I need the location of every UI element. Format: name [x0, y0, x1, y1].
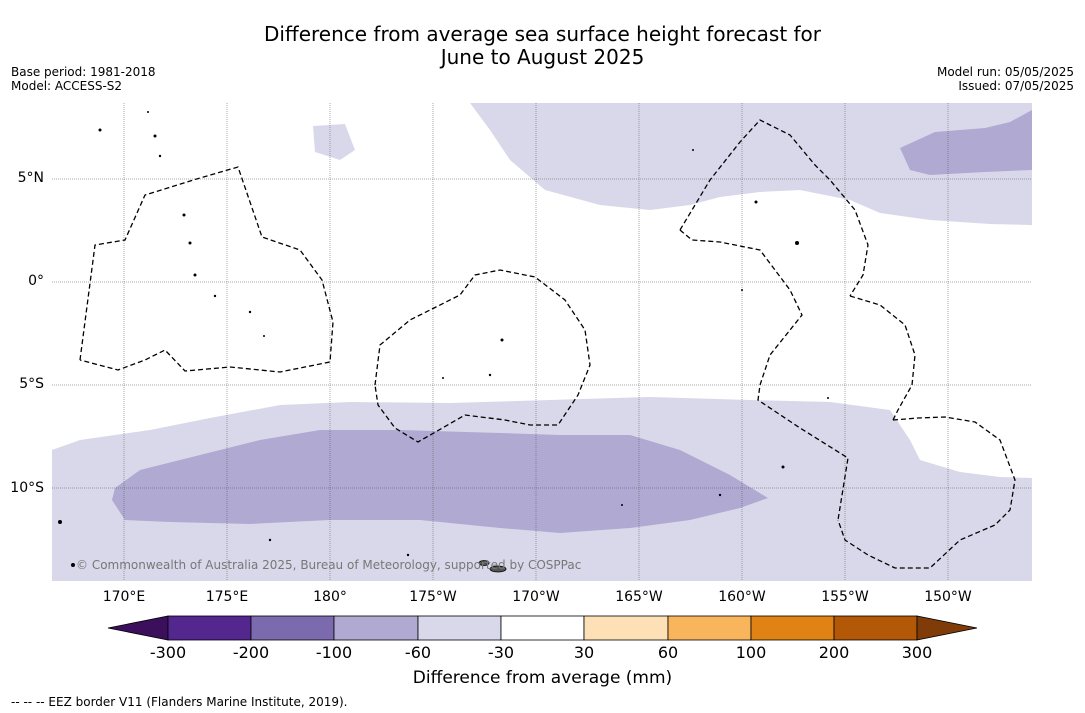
island — [488, 373, 492, 377]
island-samoa — [489, 565, 507, 573]
lon-label-160w: 160°W — [718, 589, 766, 605]
colorbar-segment-3 — [333, 615, 419, 641]
islands — [58, 111, 829, 573]
island — [98, 128, 102, 132]
island — [692, 149, 694, 151]
eez-legend-note: -- -- -- EEZ border V11 (Flanders Marine… — [11, 695, 348, 709]
base-period-text: Base period: 1981-2018 — [11, 65, 156, 79]
island — [718, 493, 722, 497]
island — [213, 294, 217, 298]
colorbar-segment-7 — [667, 615, 752, 641]
island — [741, 289, 743, 291]
colorbar-tick: -200 — [232, 643, 270, 662]
lat-label-0: 0° — [28, 273, 44, 289]
eez-border-line-islands-2 — [679, 229, 849, 521]
lat-label-5s: 5°S — [19, 376, 44, 392]
colorbar-segment-2 — [250, 615, 335, 641]
colorbar-tick: 60 — [657, 643, 679, 662]
colorbar-segment-9 — [833, 615, 918, 641]
colorbar-segment-5 — [500, 615, 585, 641]
colorbar-tick: 200 — [818, 643, 850, 662]
anomaly-region-light-small — [313, 124, 355, 160]
island — [158, 154, 162, 158]
lon-label-170e: 170°E — [102, 589, 146, 605]
colorbar-extend-min — [107, 615, 169, 641]
map-layers — [52, 103, 1032, 581]
colorbar-segment-4 — [417, 615, 502, 641]
model-run-text: Model run: 05/05/2025 — [936, 65, 1074, 79]
issued-text: Issued: 07/05/2025 — [958, 79, 1074, 93]
lon-label-180: 180° — [313, 589, 347, 605]
eez-borders — [79, 119, 1016, 569]
colorbar-tick: -30 — [487, 643, 515, 662]
anomaly-region-light-north — [470, 103, 1032, 225]
colorbar-tick: -300 — [149, 643, 187, 662]
island — [263, 335, 265, 337]
colorbar-tick: 300 — [901, 643, 933, 662]
island — [193, 273, 197, 277]
gridlines — [52, 103, 1032, 581]
island — [442, 377, 444, 379]
eez-border-tokelau-phoenix — [374, 269, 591, 443]
island — [406, 553, 410, 557]
island — [268, 538, 272, 542]
lon-label-150w: 150°W — [924, 589, 972, 605]
anomaly-region-medium-south — [112, 430, 768, 533]
island — [153, 134, 157, 138]
map-title-line2: June to August 2025 — [440, 45, 645, 69]
island — [188, 241, 192, 245]
lat-label-5n: 5°N — [17, 170, 44, 186]
island — [827, 397, 829, 399]
island — [500, 338, 504, 342]
meta-right: Model run: 05/05/2025 Issued: 07/05/2025 — [937, 65, 1074, 93]
lon-label-170w: 170°W — [512, 589, 560, 605]
colorbar-tick: 100 — [735, 643, 767, 662]
colorbar-segment-6 — [583, 615, 669, 641]
map-title-line1: Difference from average sea surface heig… — [263, 22, 822, 46]
copyright-text: © Commonwealth of Australia 2025, Bureau… — [76, 558, 582, 572]
island — [781, 465, 785, 469]
lon-label-175e: 175°E — [205, 589, 249, 605]
island — [754, 200, 758, 204]
eez-border-east — [849, 295, 916, 421]
island — [147, 111, 149, 113]
island — [58, 520, 62, 524]
anomaly-region-medium-north — [900, 110, 1032, 175]
island — [71, 563, 75, 567]
meta-left: Base period: 1981-2018 Model: ACCESS-S2 — [11, 65, 156, 93]
colorbar-segment-1 — [167, 615, 252, 641]
eez-border-marquesas-edge — [837, 416, 1016, 569]
colorbar-segment-8 — [750, 615, 835, 641]
colorbar-tick: 30 — [573, 643, 595, 662]
lon-label-155w: 155°W — [821, 589, 869, 605]
colorbar-tick: -60 — [404, 643, 432, 662]
island — [182, 213, 186, 217]
colorbar — [107, 615, 978, 641]
eez-border-line-islands — [679, 119, 869, 297]
lat-label-10s: 10°S — [10, 480, 44, 496]
island — [248, 310, 252, 314]
colorbar-label: Difference from average (mm) — [412, 668, 673, 688]
eez-border-kiribati-gilberts — [79, 166, 334, 373]
lon-label-165w: 165°W — [615, 589, 663, 605]
island — [795, 241, 799, 245]
island — [621, 504, 623, 506]
lon-label-175w: 175°W — [409, 589, 457, 605]
island-samoa-2 — [478, 560, 490, 566]
colorbar-tick: -100 — [315, 643, 353, 662]
colorbar-extend-max — [916, 615, 978, 641]
model-text: Model: ACCESS-S2 — [11, 79, 123, 93]
